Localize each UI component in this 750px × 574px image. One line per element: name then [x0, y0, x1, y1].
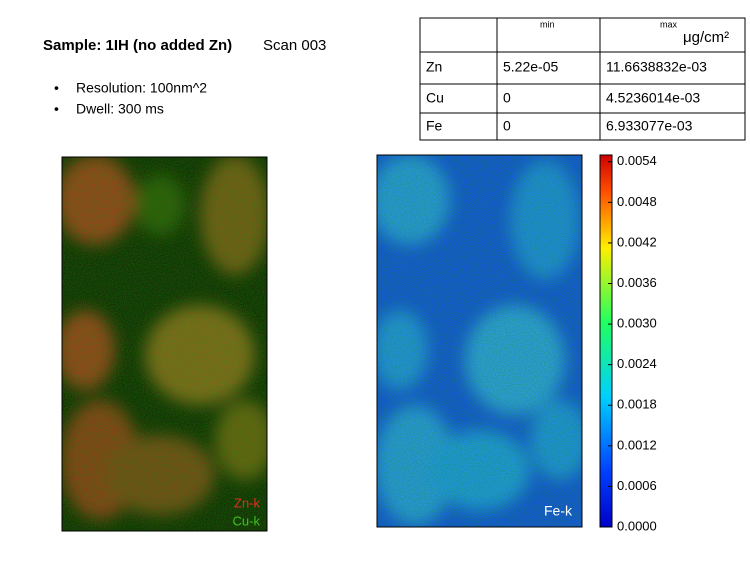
table-header: min [540, 19, 555, 29]
colorbar-tick-label: 0.0030 [617, 316, 657, 331]
table-header: max [660, 19, 678, 29]
colorbar-tick-label: 0.0048 [617, 194, 657, 209]
table-cell: Fe [426, 118, 443, 134]
colorbar-tick-label: 0.0000 [617, 518, 657, 533]
bullet-dot: • [54, 101, 59, 117]
bullet: Resolution: 100nm^2 [76, 80, 207, 96]
zn-cu-map [55, 155, 275, 531]
fe-map [370, 155, 590, 527]
table-cell: 5.22e-05 [503, 59, 558, 75]
colorbar-tick-label: 0.0018 [617, 397, 657, 412]
table-cell: Zn [426, 59, 442, 75]
colorbar-tick-label: 0.0036 [617, 275, 657, 290]
colorbar-tick-label: 0.0024 [617, 356, 657, 371]
bullet: Dwell: 300 ms [76, 101, 164, 117]
colorbar-tick-label: 0.0042 [617, 234, 657, 249]
map-label: Fe-k [544, 503, 573, 519]
table-cell: 11.6638832e-03 [606, 59, 707, 75]
slide: Sample: 1IH (no added Zn) Scan 003 • Res… [0, 0, 750, 569]
table-cell: 4.5236014e-03 [606, 90, 700, 106]
table-cell: 0 [503, 90, 511, 106]
colorbar [600, 155, 612, 527]
table-cell: 6.933077e-03 [606, 118, 693, 134]
scan: Scan 003 [263, 37, 326, 54]
colorbar-tick-label: 0.0012 [617, 437, 657, 452]
map-label: Zn-k [234, 495, 261, 510]
bullet-dot: • [54, 80, 59, 96]
table-cell: 0 [503, 118, 511, 134]
colorbar-tick-label: 0.0006 [617, 478, 657, 493]
table-unit: μg/cm² [683, 29, 729, 46]
title: Sample: 1IH (no added Zn) [43, 37, 232, 54]
colorbar-tick-label: 0.0054 [617, 153, 657, 168]
map-label: Cu-k [233, 513, 261, 528]
table-cell: Cu [426, 90, 444, 106]
